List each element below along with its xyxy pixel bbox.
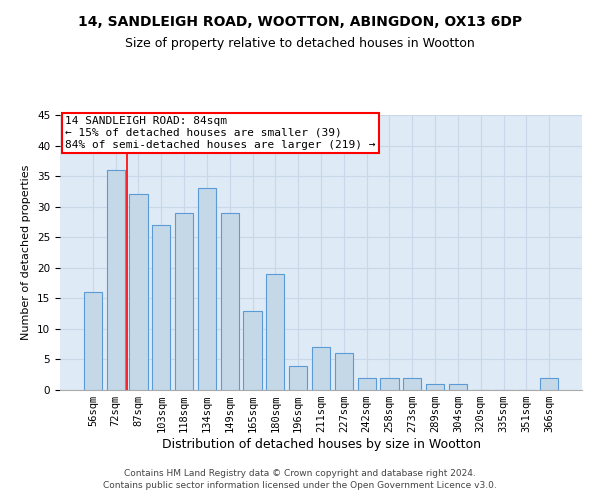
Bar xyxy=(426,384,444,390)
Text: Size of property relative to detached houses in Wootton: Size of property relative to detached ho… xyxy=(125,38,475,51)
Bar xyxy=(130,194,148,390)
Bar xyxy=(198,188,216,390)
Y-axis label: Number of detached properties: Number of detached properties xyxy=(22,165,31,340)
Bar xyxy=(152,225,170,390)
X-axis label: Distribution of detached houses by size in Wootton: Distribution of detached houses by size … xyxy=(161,438,481,451)
Bar xyxy=(289,366,307,390)
Bar xyxy=(403,378,421,390)
Bar xyxy=(540,378,558,390)
Bar xyxy=(244,310,262,390)
Text: 14, SANDLEIGH ROAD, WOOTTON, ABINGDON, OX13 6DP: 14, SANDLEIGH ROAD, WOOTTON, ABINGDON, O… xyxy=(78,15,522,29)
Bar xyxy=(449,384,467,390)
Text: Contains HM Land Registry data © Crown copyright and database right 2024.
Contai: Contains HM Land Registry data © Crown c… xyxy=(103,469,497,490)
Bar xyxy=(175,213,193,390)
Text: 14 SANDLEIGH ROAD: 84sqm
← 15% of detached houses are smaller (39)
84% of semi-d: 14 SANDLEIGH ROAD: 84sqm ← 15% of detach… xyxy=(65,116,376,150)
Bar xyxy=(358,378,376,390)
Bar xyxy=(335,354,353,390)
Bar xyxy=(221,213,239,390)
Bar xyxy=(84,292,102,390)
Bar xyxy=(266,274,284,390)
Bar xyxy=(107,170,125,390)
Bar xyxy=(380,378,398,390)
Bar xyxy=(312,347,330,390)
